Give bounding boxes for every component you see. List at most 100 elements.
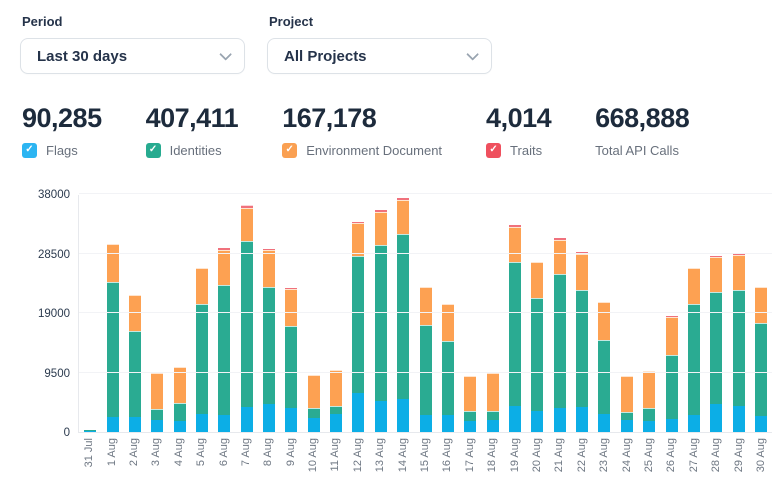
bar-segment-flags[interactable] <box>330 413 343 432</box>
bar-segment-traits[interactable] <box>218 247 231 250</box>
bar-segment-identities[interactable] <box>531 297 544 411</box>
bar-segment-identities[interactable] <box>509 261 521 406</box>
bar-segment-flags[interactable] <box>710 404 723 432</box>
bar-segment-environment-document[interactable] <box>352 222 365 257</box>
bar-segment-flags[interactable] <box>464 420 477 432</box>
bar-segment-environment-document[interactable] <box>151 373 164 410</box>
bar-segment-traits[interactable] <box>732 253 745 255</box>
bar-segment-environment-document[interactable] <box>732 254 745 291</box>
bar-segment-flags[interactable] <box>263 404 276 432</box>
flags-checkbox[interactable]: ✓ <box>22 142 37 158</box>
bar-segment-identities[interactable] <box>263 286 276 405</box>
bar-segment-environment-document[interactable] <box>240 207 253 241</box>
bar-segment-environment-document[interactable] <box>665 317 678 355</box>
bar-segment-identities[interactable] <box>218 285 231 416</box>
bar-segment-flags[interactable] <box>665 418 678 432</box>
bar-segment-identities[interactable] <box>598 339 611 414</box>
bar-segment-traits[interactable] <box>263 248 276 251</box>
bar-segment-environment-document[interactable] <box>687 267 700 304</box>
bar-segment-flags[interactable] <box>397 399 410 432</box>
bar-segment-identities[interactable] <box>330 405 343 414</box>
bar-segment-identities[interactable] <box>687 303 700 416</box>
bar-segment-identities[interactable] <box>643 407 656 421</box>
bar-segment-identities[interactable] <box>665 354 678 419</box>
bar-segment-flags[interactable] <box>576 406 589 432</box>
bar-segment-flags[interactable] <box>754 415 767 432</box>
bar-segment-environment-document[interactable] <box>419 286 432 325</box>
bar-segment-flags[interactable] <box>106 416 119 432</box>
bar-segment-environment-document[interactable] <box>374 211 387 245</box>
bar-segment-environment-document[interactable] <box>441 303 454 342</box>
bar-segment-flags[interactable] <box>509 405 521 432</box>
bar-segment-traits[interactable] <box>397 197 410 200</box>
bar-segment-flags[interactable] <box>285 407 298 432</box>
bar-segment-identities[interactable] <box>352 256 365 393</box>
bar-segment-flags[interactable] <box>531 410 544 432</box>
bar-segment-identities[interactable] <box>732 290 745 406</box>
bar-segment-environment-document[interactable] <box>643 371 656 408</box>
bar-segment-flags[interactable] <box>195 413 208 432</box>
bar-segment-environment-document[interactable] <box>173 366 186 403</box>
bar-segment-environment-document[interactable] <box>509 227 521 262</box>
project-select[interactable]: All Projects <box>267 38 492 74</box>
bar-segment-identities[interactable] <box>710 291 723 405</box>
bar-segment-flags[interactable] <box>620 420 633 432</box>
bar-segment-identities[interactable] <box>307 408 320 418</box>
bar-segment-environment-document[interactable] <box>285 289 298 326</box>
bar-segment-flags[interactable] <box>84 431 97 432</box>
bar-segment-traits[interactable] <box>553 238 566 240</box>
bar-segment-flags[interactable] <box>151 420 164 432</box>
bar-segment-identities[interactable] <box>106 281 119 417</box>
bar-segment-identities[interactable] <box>195 304 208 414</box>
bar-segment-environment-document[interactable] <box>128 294 141 332</box>
bar-segment-traits[interactable] <box>665 316 678 318</box>
bar-segment-identities[interactable] <box>285 325 298 408</box>
bar-segment-identities[interactable] <box>464 411 477 421</box>
bar-segment-environment-document[interactable] <box>263 250 276 287</box>
bar-segment-identities[interactable] <box>374 244 387 401</box>
bar-segment-traits[interactable] <box>374 209 387 212</box>
bar-segment-environment-document[interactable] <box>710 257 723 292</box>
bar-segment-identities[interactable] <box>486 410 499 421</box>
bar-segment-identities[interactable] <box>441 341 454 416</box>
bar-segment-identities[interactable] <box>419 324 432 416</box>
bar-segment-environment-document[interactable] <box>307 375 320 409</box>
bar-segment-environment-document[interactable] <box>486 373 499 411</box>
bar-segment-environment-document[interactable] <box>576 254 589 291</box>
bar-segment-identities[interactable] <box>620 411 633 421</box>
bar-segment-flags[interactable] <box>486 420 499 432</box>
environment-document-checkbox[interactable]: ✓ <box>282 142 298 158</box>
bar-segment-identities[interactable] <box>397 234 410 400</box>
bar-segment-flags[interactable] <box>374 400 387 432</box>
bar-segment-flags[interactable] <box>419 415 432 432</box>
bar-segment-traits[interactable] <box>509 225 521 228</box>
bar-segment-flags[interactable] <box>553 407 566 432</box>
bar-segment-flags[interactable] <box>441 415 454 432</box>
bar-segment-environment-document[interactable] <box>754 287 767 324</box>
bar-segment-flags[interactable] <box>352 392 365 432</box>
bar-segment-flags[interactable] <box>173 420 186 432</box>
bar-segment-traits[interactable] <box>710 255 723 258</box>
bar-segment-environment-document[interactable] <box>330 370 343 406</box>
bar-segment-environment-document[interactable] <box>464 375 477 412</box>
traits-checkbox[interactable]: ✓ <box>486 142 502 158</box>
bar-segment-flags[interactable] <box>643 420 656 432</box>
bar-segment-environment-document[interactable] <box>106 244 119 282</box>
bar-segment-environment-document[interactable] <box>195 267 208 305</box>
bar-segment-environment-document[interactable] <box>397 199 410 235</box>
bar-segment-traits[interactable] <box>285 287 298 290</box>
bar-segment-identities[interactable] <box>173 402 186 421</box>
bar-segment-identities[interactable] <box>240 240 253 407</box>
bar-segment-identities[interactable] <box>128 331 141 417</box>
bar-segment-flags[interactable] <box>598 413 611 432</box>
bar-segment-environment-document[interactable] <box>620 376 633 412</box>
bar-segment-traits[interactable] <box>240 205 253 208</box>
bar-segment-identities[interactable] <box>576 290 589 407</box>
bar-segment-identities[interactable] <box>553 274 566 408</box>
bar-segment-flags[interactable] <box>732 405 745 432</box>
bar-segment-flags[interactable] <box>687 415 700 432</box>
bar-segment-environment-document[interactable] <box>598 302 611 340</box>
bar-segment-identities[interactable] <box>151 409 164 421</box>
period-select[interactable]: Last 30 days <box>20 38 245 74</box>
bar-segment-traits[interactable] <box>754 286 767 288</box>
